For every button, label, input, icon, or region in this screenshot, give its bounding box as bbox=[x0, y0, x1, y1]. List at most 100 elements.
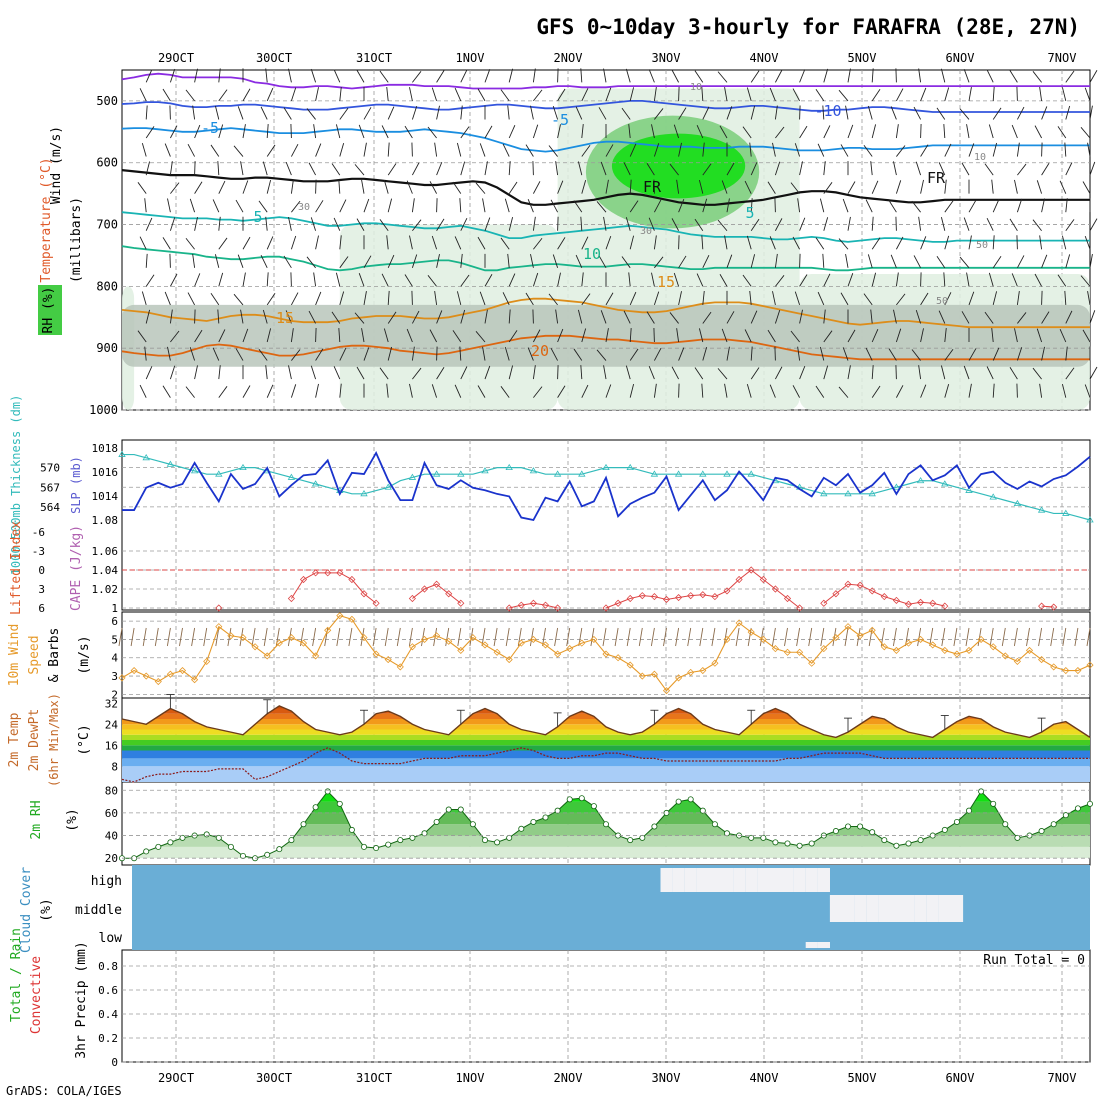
wind-speed-marker bbox=[771, 645, 779, 653]
cape-line bbox=[823, 583, 945, 607]
wind-barb bbox=[504, 198, 510, 213]
wind-barb bbox=[315, 383, 319, 398]
wind-barb bbox=[968, 291, 975, 306]
wind-barb bbox=[915, 310, 922, 324]
wind-barb bbox=[338, 179, 341, 194]
cloud-high-cell bbox=[660, 868, 673, 892]
wind-barb bbox=[291, 143, 299, 157]
wind-barb bbox=[944, 179, 947, 194]
precip-tick-label: 0 bbox=[111, 1056, 118, 1069]
rh-marker bbox=[143, 848, 150, 855]
wind-barb bbox=[580, 216, 583, 231]
wind-barb bbox=[258, 348, 268, 361]
wind-barb bbox=[387, 106, 395, 120]
wind-barb bbox=[285, 310, 292, 324]
date-tick-top: 31OCT bbox=[356, 51, 392, 65]
wind-barb bbox=[164, 143, 171, 157]
rh-marker bbox=[990, 800, 997, 807]
wind-barb bbox=[434, 290, 438, 305]
pressure-tick-label: 1000 bbox=[89, 403, 118, 417]
slp-tick-label: 1.08 bbox=[92, 514, 119, 527]
wind-barb bbox=[918, 68, 922, 83]
surface-wind-barb bbox=[191, 627, 196, 647]
rh-green-core-inner bbox=[611, 133, 746, 199]
wind-barb bbox=[145, 161, 151, 176]
wind-barb bbox=[750, 310, 758, 324]
wind-barb bbox=[1061, 87, 1067, 102]
wind-barb bbox=[621, 107, 631, 120]
wind-barb bbox=[918, 216, 922, 231]
rh-contour-label: 30 bbox=[298, 202, 310, 213]
surface-wind-barb bbox=[142, 627, 147, 647]
wind-barb bbox=[508, 181, 518, 194]
wind-barb bbox=[411, 106, 418, 120]
wind-barb bbox=[187, 292, 195, 306]
wind-speed-marker bbox=[529, 635, 537, 644]
wind-barb bbox=[237, 254, 244, 268]
surface-wind-barb bbox=[917, 627, 922, 647]
wind-barb bbox=[412, 71, 422, 83]
wind-barb bbox=[1041, 106, 1048, 120]
rh-marker bbox=[590, 803, 597, 810]
wind-axis-label-2: Speed bbox=[27, 635, 42, 674]
wind-barb bbox=[508, 68, 514, 83]
slp-tick-label: 1018 bbox=[92, 442, 119, 455]
wind-barb bbox=[1064, 290, 1067, 305]
wind-barb bbox=[137, 330, 147, 343]
wind-barb bbox=[750, 162, 758, 176]
cape-marker bbox=[554, 604, 562, 612]
wind-barb bbox=[164, 291, 171, 306]
rh2m-unit-label: (%) bbox=[65, 808, 80, 831]
wind-barb bbox=[1084, 235, 1091, 250]
thickness-marker bbox=[432, 470, 441, 477]
surface-wind-barb bbox=[287, 627, 292, 647]
wind-barb bbox=[1065, 162, 1073, 176]
wind-barb bbox=[1011, 124, 1018, 139]
wind-barb bbox=[356, 366, 365, 380]
wind-barb bbox=[356, 218, 365, 231]
wind-speed-marker bbox=[675, 674, 683, 682]
wind-barb bbox=[694, 70, 704, 83]
wind-barb bbox=[794, 291, 801, 306]
surface-wind-barb bbox=[759, 627, 764, 647]
wind-speed-marker bbox=[299, 639, 308, 647]
rh-tick-label: 60 bbox=[105, 807, 118, 820]
wind-barb bbox=[671, 69, 679, 83]
cape-marker bbox=[771, 585, 779, 593]
wind-barb bbox=[1089, 105, 1093, 120]
wind-speed-marker bbox=[941, 646, 949, 654]
rh-color-band bbox=[122, 835, 1090, 847]
wind-barb bbox=[750, 198, 753, 213]
wind-barb bbox=[596, 349, 607, 361]
wind-barb bbox=[265, 68, 268, 83]
rh-contour-label: 50 bbox=[976, 240, 988, 251]
rh-marker bbox=[300, 821, 307, 828]
wind-barb bbox=[460, 274, 470, 287]
wind-barb bbox=[1034, 125, 1042, 139]
surface-wind-barb bbox=[493, 627, 498, 647]
surface-wind-barb bbox=[203, 627, 208, 647]
wind-speed-marker bbox=[1013, 657, 1021, 665]
date-tick-bottom: 3NOV bbox=[652, 1071, 681, 1085]
wind-barb bbox=[354, 164, 365, 176]
thick-panel-frame bbox=[121, 439, 1091, 611]
cloud-middle-cell bbox=[950, 895, 964, 922]
rh-marker bbox=[518, 825, 525, 832]
rh-color-band bbox=[122, 824, 1090, 836]
thickness-marker bbox=[287, 473, 296, 480]
wind-barb bbox=[139, 88, 147, 102]
precip-tick-label: 0.6 bbox=[98, 984, 118, 997]
isotherm-label: 5 bbox=[745, 204, 754, 222]
wind-barb bbox=[605, 384, 612, 398]
wind-barb bbox=[694, 218, 704, 231]
rh-marker bbox=[893, 842, 900, 849]
wind-barb bbox=[1034, 273, 1042, 287]
rh-color-band bbox=[122, 801, 1090, 813]
wind-barb bbox=[968, 143, 975, 157]
wind-barb bbox=[603, 365, 607, 380]
cape-marker bbox=[360, 590, 368, 598]
wind-speed-marker bbox=[626, 661, 634, 669]
wind-barb bbox=[847, 124, 854, 139]
wind-barb bbox=[992, 142, 998, 157]
wind-barb bbox=[963, 217, 970, 231]
